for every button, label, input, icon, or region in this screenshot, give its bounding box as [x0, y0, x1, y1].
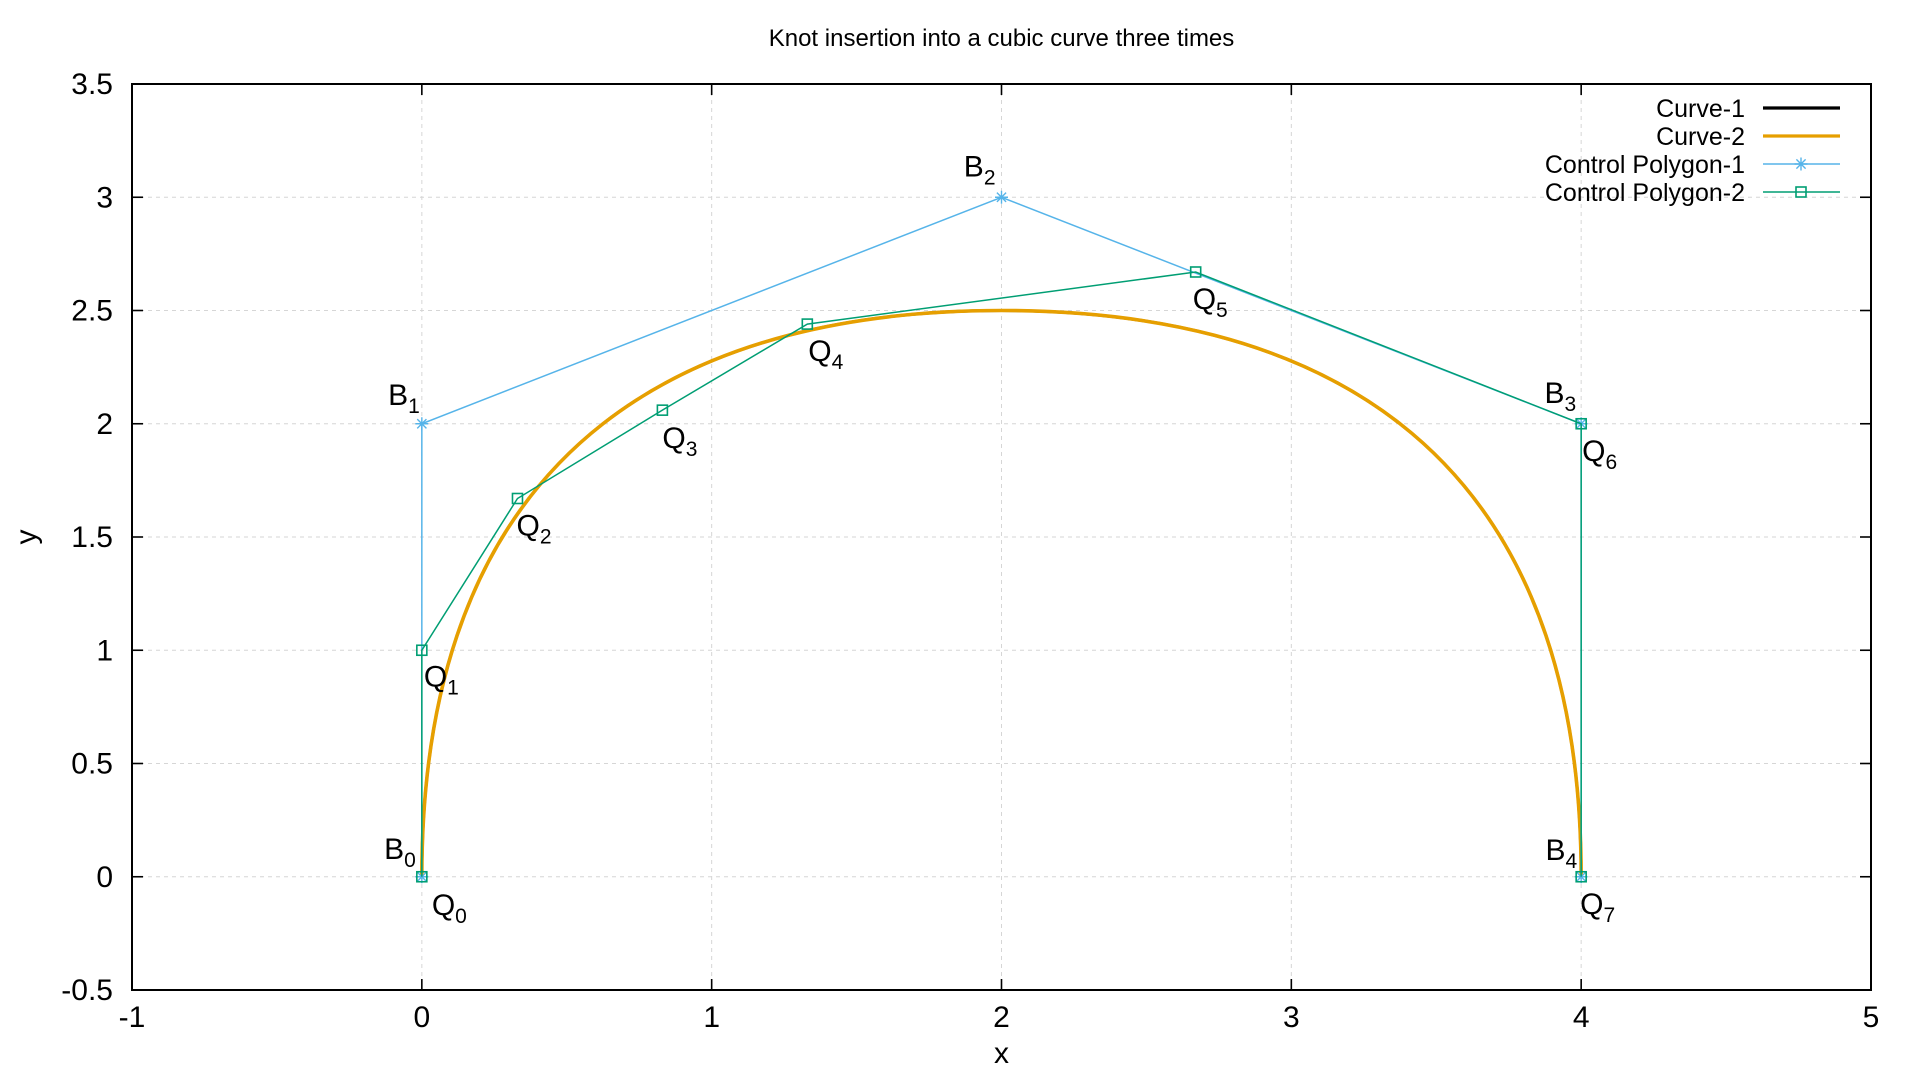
- subscript: 1: [447, 676, 459, 699]
- subscript: 7: [1604, 904, 1616, 927]
- x-tick-label: 5: [1863, 1001, 1880, 1034]
- square-marker: [1795, 186, 1807, 198]
- point-label-Q5: Q5: [1193, 283, 1228, 322]
- point-label-B2: B2: [964, 150, 996, 189]
- subscript: 4: [1565, 850, 1577, 873]
- subscript: 2: [540, 525, 552, 548]
- y-tick-label: -0.5: [61, 974, 113, 1007]
- point-label-B4: B4: [1545, 834, 1577, 873]
- x-tick-label: 4: [1573, 1001, 1590, 1034]
- x-axis-label: x: [994, 1037, 1009, 1070]
- legend-label-Curve-1: Curve-1: [1656, 95, 1745, 123]
- subscript: 0: [455, 905, 467, 928]
- subscript: 4: [832, 351, 844, 374]
- square-marker: [656, 404, 669, 416]
- x-tick-label: 1: [703, 1001, 720, 1034]
- point-label-Q4: Q4: [808, 335, 843, 374]
- square-marker: [1189, 266, 1202, 278]
- square-marker: [801, 318, 814, 330]
- asterisk-marker: [415, 417, 429, 431]
- chart-title: Knot insertion into a cubic curve three …: [769, 25, 1235, 52]
- x-tick-label: 2: [993, 1001, 1010, 1034]
- y-tick-label: 3: [96, 181, 113, 214]
- y-tick-label: 0.5: [71, 748, 113, 781]
- y-tick-label: 2.5: [71, 295, 113, 328]
- point-label-Q0: Q0: [432, 889, 467, 928]
- y-tick-label: 1: [96, 634, 113, 667]
- square-marker: [1575, 870, 1587, 883]
- subscript: 1: [408, 395, 420, 418]
- y-tick-label: 1.5: [71, 521, 113, 554]
- x-tick-label: 0: [413, 1001, 430, 1034]
- square-marker: [1575, 417, 1587, 430]
- y-tick-label: 0: [96, 861, 113, 894]
- curve-path: [420, 308, 1583, 877]
- point-label-Q3: Q3: [662, 422, 697, 461]
- asterisk-marker: [1794, 157, 1808, 171]
- legend-label-Control Polygon-1: Control Polygon-1: [1545, 151, 1745, 179]
- square-marker: [416, 870, 428, 883]
- subscript: 0: [404, 849, 416, 872]
- x-tick-label: -1: [119, 1001, 146, 1034]
- legend-label-Control Polygon-2: Control Polygon-2: [1545, 179, 1745, 207]
- point-label-B0: B0: [384, 833, 416, 872]
- y-tick-label: 3.5: [71, 68, 113, 101]
- asterisk-marker: [995, 190, 1008, 204]
- x-tick-label: 3: [1283, 1001, 1300, 1034]
- control-polygon-path: [421, 271, 1582, 877]
- subscript: 5: [1216, 299, 1228, 322]
- series-Control Polygon-2: [416, 266, 1587, 883]
- y-tick-label: 2: [96, 408, 113, 441]
- point-label-Q7: Q7: [1580, 888, 1615, 927]
- point-label-B1: B1: [388, 379, 420, 418]
- subscript: 3: [686, 438, 698, 461]
- y-axis-label: y: [10, 530, 43, 545]
- plot-border: [131, 83, 1872, 991]
- subscript: 6: [1606, 451, 1618, 474]
- legend-label-Curve-2: Curve-2: [1656, 123, 1745, 151]
- tick-labels: -1 0 1 2 3 4 5 -0.5 0 0.5 1 1.5 2 2.5 3 3.5: [61, 68, 1879, 1034]
- subscript: 2: [984, 166, 996, 189]
- subscript: 3: [1564, 393, 1576, 416]
- point-label-B3: B3: [1544, 377, 1576, 416]
- square-marker: [416, 644, 428, 657]
- series-Curve-2: [420, 308, 1583, 877]
- point-label-Q6: Q6: [1582, 435, 1617, 474]
- square-marker: [511, 492, 524, 505]
- point-label-Q2: Q2: [516, 509, 551, 548]
